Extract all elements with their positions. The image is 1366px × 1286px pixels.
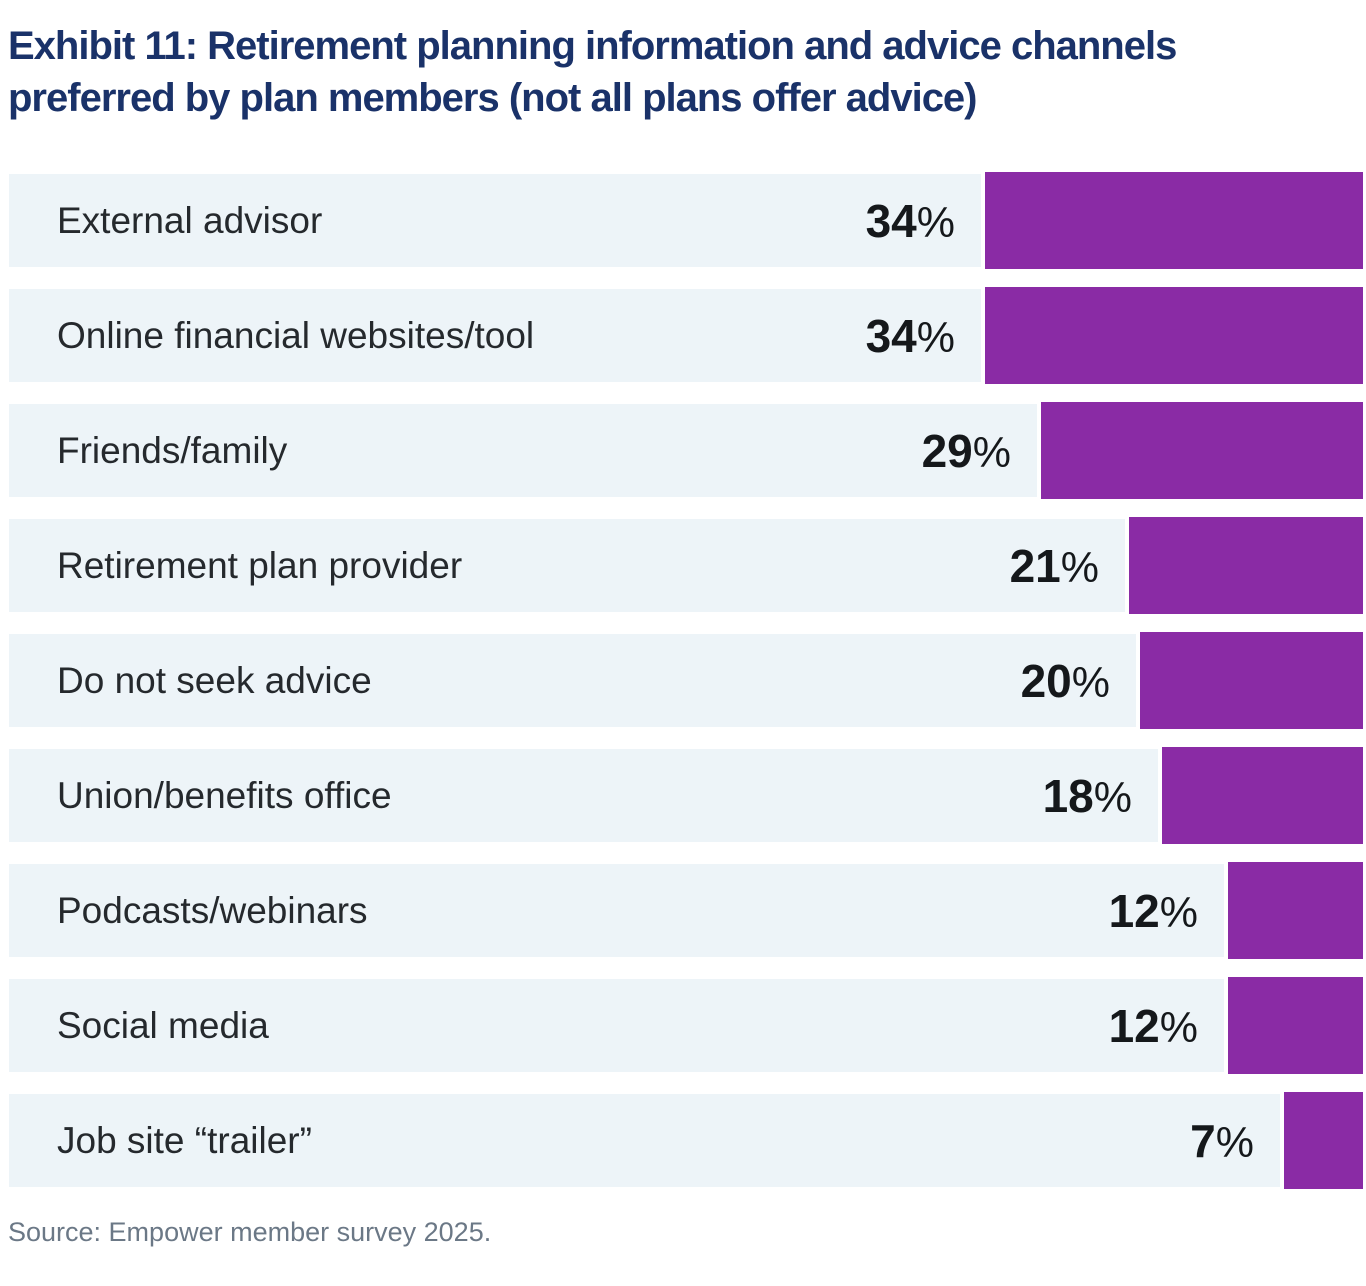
chart-row: Online financial websites/tool 34% xyxy=(0,287,1366,384)
value-number: 29 xyxy=(921,424,973,477)
bar xyxy=(1129,517,1363,614)
percent-sign: % xyxy=(1093,773,1132,822)
chart-row: Friends/family 29% xyxy=(0,402,1366,499)
row-background: Job site “trailer” 7% xyxy=(9,1094,1280,1187)
chart-row: Social media 12% xyxy=(0,977,1366,1074)
value-number: 34 xyxy=(865,194,917,247)
bar-chart: External advisor 34% Online financial we… xyxy=(0,172,1366,1189)
bar xyxy=(1228,977,1363,1074)
bar-value: 12% xyxy=(1109,999,1224,1053)
source-note: Source: Empower member survey 2025. xyxy=(8,1217,492,1247)
bar-value: 18% xyxy=(1043,769,1158,823)
percent-sign: % xyxy=(916,198,955,247)
chart-row: External advisor 34% xyxy=(0,172,1366,269)
bar-value: 12% xyxy=(1109,884,1224,938)
percent-sign: % xyxy=(1215,1118,1254,1167)
value-number: 21 xyxy=(1009,539,1061,592)
chart-row: Do not seek advice 20% xyxy=(0,632,1366,729)
value-number: 18 xyxy=(1042,769,1094,822)
bar xyxy=(985,172,1363,269)
value-number: 12 xyxy=(1108,999,1160,1052)
bar xyxy=(1228,862,1363,959)
chart-row: Union/benefits office 18% xyxy=(0,747,1366,844)
chart-row: Podcasts/webinars 12% xyxy=(0,862,1366,959)
chart-row: Retirement plan provider 21% xyxy=(0,517,1366,614)
row-background: Social media 12% xyxy=(9,979,1224,1072)
chart-title: Exhibit 11: Retirement planning informat… xyxy=(8,20,1338,124)
bar xyxy=(1162,747,1363,844)
bar-value: 34% xyxy=(866,309,981,363)
bar xyxy=(1140,632,1363,729)
bar-label: Union/benefits office xyxy=(57,774,392,816)
bar-value: 29% xyxy=(922,424,1037,478)
bar-label: Do not seek advice xyxy=(57,659,372,701)
row-background: Online financial websites/tool 34% xyxy=(9,289,981,382)
row-background: External advisor 34% xyxy=(9,174,981,267)
bar-value: 7% xyxy=(1190,1114,1280,1168)
bar-value: 20% xyxy=(1021,654,1136,708)
bar-value: 21% xyxy=(1010,539,1125,593)
chart-title-line1: Exhibit 11: Retirement planning informat… xyxy=(8,24,1177,68)
bar xyxy=(1041,402,1363,499)
percent-sign: % xyxy=(1159,1003,1198,1052)
row-background: Do not seek advice 20% xyxy=(9,634,1136,727)
percent-sign: % xyxy=(916,313,955,362)
row-background: Union/benefits office 18% xyxy=(9,749,1158,842)
value-number: 12 xyxy=(1108,884,1160,937)
bar-label: External advisor xyxy=(57,199,323,241)
bar-label: Social media xyxy=(57,1004,269,1046)
percent-sign: % xyxy=(972,428,1011,477)
chart-title-line2: preferred by plan members (not all plans… xyxy=(8,76,978,120)
percent-sign: % xyxy=(1071,658,1110,707)
bar-value: 34% xyxy=(866,194,981,248)
row-background: Podcasts/webinars 12% xyxy=(9,864,1224,957)
bar-label: Online financial websites/tool xyxy=(57,314,535,356)
bar xyxy=(985,287,1363,384)
bar-label: Friends/family xyxy=(57,429,288,471)
chart-row: Job site “trailer” 7% xyxy=(0,1092,1366,1189)
value-number: 20 xyxy=(1020,654,1072,707)
row-background: Friends/family 29% xyxy=(9,404,1037,497)
percent-sign: % xyxy=(1159,888,1198,937)
value-number: 34 xyxy=(865,309,917,362)
bar-label: Retirement plan provider xyxy=(57,544,463,586)
row-background: Retirement plan provider 21% xyxy=(9,519,1125,612)
bar-label: Podcasts/webinars xyxy=(57,889,368,931)
bar xyxy=(1284,1092,1363,1189)
percent-sign: % xyxy=(1060,543,1099,592)
value-number: 7 xyxy=(1190,1114,1216,1167)
bar-label: Job site “trailer” xyxy=(57,1119,312,1161)
